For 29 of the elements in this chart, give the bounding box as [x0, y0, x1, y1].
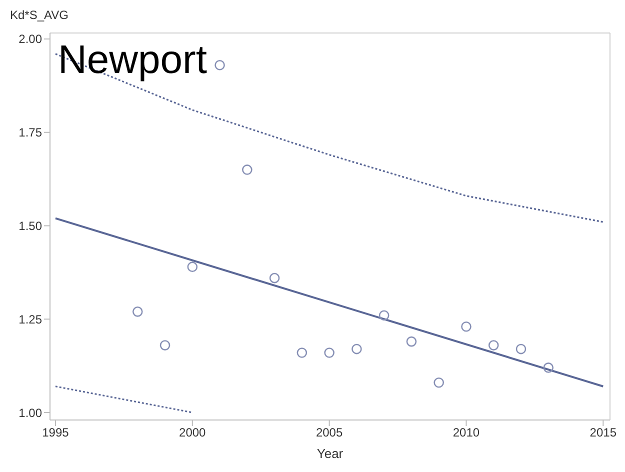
x-tick-label: 2000	[179, 426, 206, 440]
x-tick-label: 2005	[316, 426, 343, 440]
point	[160, 340, 170, 350]
point	[352, 344, 362, 354]
x-tick-label: 2015	[590, 426, 617, 440]
point	[242, 164, 252, 175]
y-tick-label: 2.00	[18, 32, 42, 46]
point	[269, 272, 280, 284]
point	[461, 321, 472, 332]
point	[296, 348, 308, 358]
point	[132, 306, 143, 317]
x-axis-title: Year	[316, 446, 344, 461]
y-tick-label: 1.00	[18, 406, 42, 420]
y-tick-label: 1.75	[18, 126, 42, 140]
x-tick-label: 1995	[42, 426, 70, 440]
y-tick-label: 1.50	[18, 219, 42, 234]
point	[543, 362, 554, 373]
point	[516, 344, 526, 354]
point	[406, 336, 417, 347]
x-tick-label: 2010	[452, 426, 480, 440]
point	[434, 377, 444, 388]
y-tick-label: 1.25	[18, 312, 42, 326]
point	[324, 348, 334, 358]
chart-title: Newport	[58, 38, 207, 83]
y-axis-title: Kd*S_AVG	[10, 8, 68, 22]
point	[378, 310, 390, 321]
point	[187, 262, 198, 272]
point	[214, 60, 225, 70]
point	[488, 340, 499, 350]
